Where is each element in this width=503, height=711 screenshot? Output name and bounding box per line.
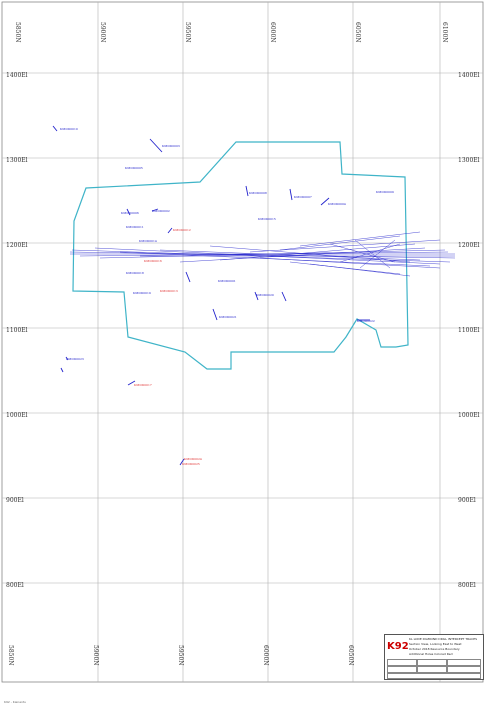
tb-cell [387, 673, 481, 679]
northing-label: 5850N [7, 645, 14, 666]
hole-label-kmdd0004: KMDD0004 [328, 202, 346, 206]
hole-label-kmdd0019: KMDD0019 [133, 291, 151, 295]
hole-trace [60, 367, 64, 373]
elevation-label: 1000El [6, 412, 28, 419]
resource-boundary [72, 141, 409, 370]
elevation-label: 1000El [458, 412, 480, 419]
northing-label: 6000N [262, 645, 269, 666]
hole-label-kmdd0011: KMDD0011 [126, 225, 144, 229]
elevation-label: 900El [458, 497, 476, 504]
elevation-label: 1200El [6, 242, 28, 249]
hole-label-kmdd0005: KMDD0005 [125, 166, 143, 170]
elevation-label: 1300El [6, 157, 28, 164]
hole-label-kmdd0009: KMDD0009 [376, 190, 394, 194]
northing-label: 6050N [354, 22, 361, 43]
map-frame [1, 1, 484, 683]
title-block-grid [385, 659, 483, 679]
northing-label: 6100N [441, 22, 448, 43]
hole-label-kmdd0021: KMDD0021 [219, 315, 237, 319]
hole-trace [179, 458, 185, 466]
hole-label-kmdd0014: KMDD0014 [139, 239, 157, 243]
drill-hole-segments [52, 125, 370, 466]
elevation-label: 1200El [458, 242, 480, 249]
grid [2, 2, 483, 682]
northing-label: 5950N [184, 22, 191, 43]
elevation-label: 1100El [458, 327, 480, 334]
hole-label-kmdd0017: KMDD0017 [134, 383, 152, 387]
subtitle-line: Section View, Looking East to West [409, 642, 462, 646]
hole-label-kmdd0025: KMDD0025 [182, 462, 200, 466]
hole-label-kmdd0016: KMDD0016 [144, 259, 162, 263]
elevation-label: 1400El [6, 72, 28, 79]
subtitle-line: October 2018 Resource Boundary [409, 647, 460, 651]
elevation-label: 1400El [458, 72, 480, 79]
elevation-label: 1100El [6, 327, 28, 334]
elevation-labels-left: 1400El 1300El 1200El 1100El 1000El 900El… [6, 72, 28, 589]
hole-trace [245, 185, 249, 197]
subtitle-line: Additional Holes Colored Red [409, 652, 453, 656]
hole-label-kmdd0006: KMDD0006 [121, 211, 139, 215]
hole-trace [289, 188, 293, 201]
hole-trace [151, 208, 159, 212]
footnote: K92 - Kainantu [4, 700, 27, 704]
hole-label-kmdd0008: KMDD0008 [249, 191, 267, 195]
hole-label-kmdd0015: KMDD0015 [258, 217, 276, 221]
drill-trace-band [69, 231, 456, 277]
elevation-label: 900El [6, 497, 24, 504]
northing-label: 5950N [177, 645, 184, 666]
hole-trace [281, 291, 287, 302]
hole-label-kmdd0023: KMDD0023 [66, 357, 84, 361]
northing-label: 5900N [92, 645, 99, 666]
elevation-label: 1300El [458, 157, 480, 164]
hole-label-kmdd0013: KMDD0013 [160, 289, 178, 293]
hole-label-kmdd0022: KMDD0022 [357, 319, 375, 323]
k92-logo: K92 [387, 641, 409, 652]
northing-label: 6000N [269, 22, 276, 43]
hole-trace [212, 308, 218, 321]
tb-cell [447, 666, 481, 673]
tb-cell [387, 659, 417, 666]
hole-label-kmdd0010: KMDD0010 [60, 127, 78, 131]
hole-trace [185, 271, 191, 283]
title-block: K92 KL LODE DIAMOND DRILL INTERCEPT TRAC… [384, 634, 484, 680]
hole-label-kmdd0001: KMDD0001 [218, 279, 236, 283]
hole-trace [167, 227, 173, 234]
elevation-labels-right: 1400El 1300El 1200El 1100El 1000El 900El… [458, 72, 480, 589]
hole-labels: KMDD0010 KMDD0003 KMDD0005 KMDD0008 KMDD… [60, 127, 394, 466]
hole-trace [127, 380, 136, 386]
elevation-label: 800El [458, 582, 476, 589]
title-line: KL LODE DIAMOND DRILL INTERCEPT TRACES [409, 637, 478, 641]
tb-cell [447, 659, 481, 666]
hole-trace [126, 208, 131, 216]
hole-label-kmdd0003: KMDD0003 [162, 144, 180, 148]
tb-cell [417, 666, 447, 673]
hole-label-kmdd0007: KMDD0007 [294, 195, 312, 199]
hole-trace [254, 291, 259, 301]
northing-label: 6050N [347, 645, 354, 666]
tb-cell [417, 659, 447, 666]
hole-label-kmdd0018: KMDD0018 [126, 271, 144, 275]
hole-label-kmdd0002: KMDD0002 [152, 209, 170, 213]
northing-label: 5850N [14, 22, 21, 43]
hole-trace [149, 138, 163, 153]
elevation-label: 800El [6, 582, 24, 589]
hole-label-kmdd0012: KMDD0012 [173, 228, 191, 232]
tb-cell [387, 666, 417, 673]
northing-labels-bottom: 5850N 5900N 5950N 6000N 6050N [7, 645, 354, 666]
hole-trace [52, 125, 58, 132]
hole-label-kmdd0024: KMDD0024 [184, 457, 202, 461]
northing-label: 5900N [99, 22, 106, 43]
hole-label-kmdd0020: KMDD0020 [256, 293, 274, 297]
northing-labels-top: 5850N 5900N 5950N 6000N 6050N 6100N [14, 22, 448, 43]
hole-trace [320, 197, 330, 206]
hole-trace [65, 356, 69, 361]
